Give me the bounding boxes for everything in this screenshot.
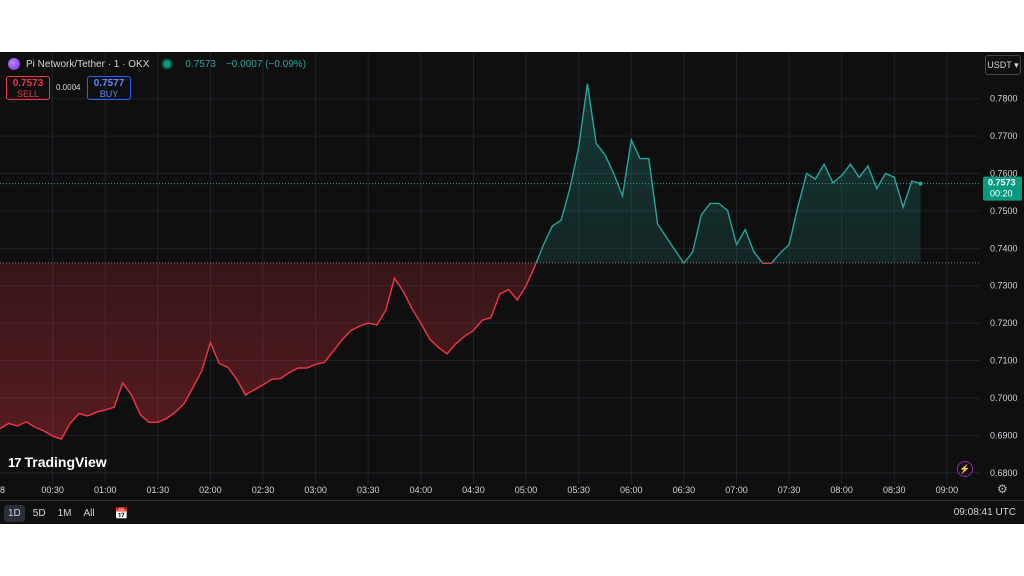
x-tick-label: 06:00: [620, 485, 643, 495]
pi-network-logo-icon: [8, 58, 20, 70]
x-tick-label: 04:00: [410, 485, 433, 495]
x-tick-label: 00:30: [41, 485, 64, 495]
x-tick-label-partial: 8: [0, 485, 5, 495]
x-tick-label: 02:30: [252, 485, 275, 495]
last-price-value: 0.7573: [988, 178, 1016, 188]
calendar-icon[interactable]: 📅: [114, 507, 129, 520]
range-all[interactable]: All: [83, 507, 95, 519]
x-tick-label: 01:00: [94, 485, 117, 495]
y-tick-label: 0.7300: [990, 281, 1018, 291]
x-tick-label: 09:00: [936, 485, 959, 495]
tradingview-logo[interactable]: 17 TradingView: [8, 454, 107, 470]
y-tick-label: 0.7500: [990, 206, 1018, 216]
x-tick-label: 02:00: [199, 485, 222, 495]
currency-dropdown[interactable]: USDT ▾: [985, 55, 1021, 75]
buy-label: BUY: [99, 89, 119, 99]
time-axis[interactable]: 00:30 01:00 01:30 02:00 02:30 03:00 03:30 04:00…: [0, 485, 958, 495]
x-tick-label: 03:00: [304, 485, 327, 495]
market-status-icon: [163, 60, 172, 68]
buy-button[interactable]: 0.7577 BUY: [87, 76, 131, 100]
price-chart[interactable]: 0.7800 0.7700 0.7600 0.7500 0.7400 0.7300 0.72…: [0, 52, 1024, 500]
area-fill: [0, 83, 921, 440]
symbol-title[interactable]: Pi Network/Tether · 1 · OKX: [26, 58, 150, 70]
y-tick-label: 0.6900: [990, 430, 1018, 440]
x-tick-label: 08:30: [883, 485, 906, 495]
x-tick-label: 01:30: [147, 485, 170, 495]
tradingview-mark-icon: 17: [8, 454, 22, 470]
x-tick-label: 05:30: [567, 485, 590, 495]
symbol-header[interactable]: Pi Network/Tether · 1 · OKX 0.7573 −0.00…: [8, 57, 306, 71]
sell-price: 0.7573: [12, 78, 44, 89]
y-tick-label: 0.7000: [990, 393, 1018, 403]
utc-clock[interactable]: 09:08:41 UTC: [953, 507, 1016, 518]
range-1m[interactable]: 1M: [57, 507, 72, 519]
spread-value: 0.0004: [56, 83, 81, 92]
buy-price: 0.7577: [93, 78, 125, 89]
price-change: −0.0007 (−0.09%): [225, 58, 307, 70]
price-axis[interactable]: 0.7800 0.7700 0.7600 0.7500 0.7400 0.7300 0.72…: [990, 94, 1018, 478]
x-tick-label: 04:30: [462, 485, 485, 495]
chevron-down-icon: ▾: [1014, 60, 1019, 70]
brand-name: TradingView: [24, 454, 107, 470]
y-tick-label: 0.7400: [990, 243, 1018, 253]
y-tick-label: 0.6800: [990, 468, 1018, 478]
currency-label: USDT: [987, 60, 1012, 70]
x-tick-label: 07:30: [778, 485, 801, 495]
x-tick-label: 06:30: [673, 485, 696, 495]
y-tick-label: 0.7700: [990, 131, 1018, 141]
sell-label: SELL: [16, 89, 40, 99]
y-tick-label: 0.7600: [990, 169, 1018, 179]
x-tick-label: 05:00: [515, 485, 538, 495]
range-5d[interactable]: 5D: [32, 507, 46, 519]
gear-icon[interactable]: ⚙: [997, 482, 1008, 496]
range-1d[interactable]: 1D: [4, 504, 25, 522]
sell-button[interactable]: 0.7573 SELL: [6, 76, 50, 100]
reference-lines: [0, 183, 980, 264]
bar-countdown: 00:20: [990, 189, 1013, 199]
y-tick-label: 0.7800: [990, 94, 1018, 104]
y-tick-label: 0.7200: [990, 318, 1018, 328]
bottom-toolbar: 1D 5D 1M All 📅 09:08:41 UTC: [0, 500, 1024, 524]
y-tick-label: 0.7100: [990, 356, 1018, 366]
price-line: [0, 83, 923, 440]
last-point: [918, 181, 923, 186]
area-fill-down: [0, 262, 772, 440]
lightning-icon[interactable]: ⚡: [957, 461, 973, 477]
x-tick-label: 03:30: [357, 485, 380, 495]
last-price: 0.7573: [185, 58, 216, 70]
x-tick-label: 08:00: [830, 485, 853, 495]
chart-widget: 0.7800 0.7700 0.7600 0.7500 0.7400 0.7300 0.72…: [0, 52, 1024, 524]
line-down: [0, 262, 773, 440]
last-price-tag: 0.7573 00:20: [983, 176, 1022, 201]
area-fill-up: [0, 83, 921, 263]
x-tick-label: 07:00: [725, 485, 748, 495]
